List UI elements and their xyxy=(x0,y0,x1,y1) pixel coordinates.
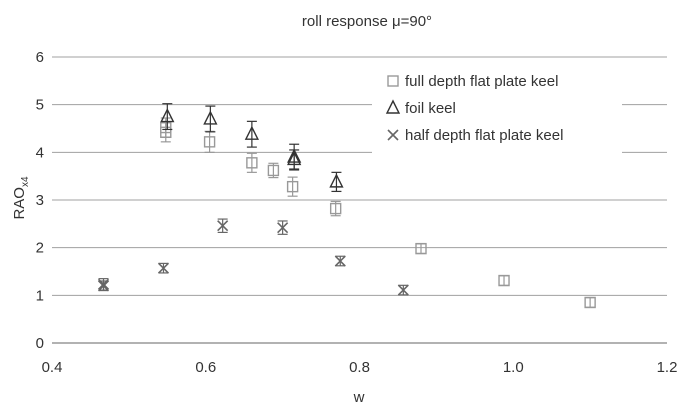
legend-marker-half-depth-flat-plate-keel xyxy=(387,129,399,141)
legend-box xyxy=(372,68,622,158)
legend-marker-half-depth-flat-plate-keel-stroke-b xyxy=(387,129,399,141)
y-axis-label: RAOx4 xyxy=(11,176,31,220)
grid-lines xyxy=(52,56,667,296)
x-tick-label: 0.6 xyxy=(195,359,216,376)
legend-label-full-depth-flat-plate-keel: full depth flat plate keel xyxy=(405,73,558,90)
legend-marker-full-depth-flat-plate-keel xyxy=(387,75,399,87)
chart-title: roll response μ=90° xyxy=(302,13,432,30)
series-half-depth-flat-plate-keel xyxy=(97,218,409,296)
y-tick-label: 4 xyxy=(36,144,44,161)
full-depth-flat-plate-keel-point-1 xyxy=(160,121,172,134)
legend-label-half-depth-flat-plate-keel: half depth flat plate keel xyxy=(405,127,563,144)
half-depth-flat-plate-keel-point-3-stroke-b xyxy=(217,220,229,232)
series-foil-keel xyxy=(160,103,344,193)
half-depth-flat-plate-keel-point-4-stroke-b xyxy=(277,222,289,234)
half-depth-flat-plate-keel-point-5-stroke-b xyxy=(334,255,346,267)
half-depth-flat-plate-keel-point-2 xyxy=(157,262,170,274)
x-tick-label: 0.4 xyxy=(42,359,63,376)
y-tick-label: 3 xyxy=(36,192,44,209)
foil-keel-point-0 xyxy=(160,108,175,123)
full-depth-flat-plate-keel-point-9 xyxy=(584,296,596,309)
half-depth-flat-plate-keel-point-6-stroke-b xyxy=(397,284,409,296)
y-axis-label-subscript: x4 xyxy=(20,176,31,187)
half-depth-flat-plate-keel-point-6 xyxy=(397,284,409,296)
half-depth-flat-plate-keel-point-3 xyxy=(217,220,229,232)
foil-keel-point-2 xyxy=(244,125,260,140)
full-depth-flat-plate-keel-point-7 xyxy=(415,242,427,255)
full-depth-flat-plate-keel-point-5 xyxy=(286,180,299,193)
x-axis-label: w xyxy=(353,389,365,406)
full-depth-flat-plate-keel-point-3 xyxy=(246,157,258,169)
y-tick-label: 2 xyxy=(36,240,44,257)
half-depth-flat-plate-keel-point-1 xyxy=(97,280,110,292)
half-depth-flat-plate-keel-point-5 xyxy=(334,255,346,267)
foil-keel-point-5 xyxy=(329,173,344,188)
y-axis-label-main: RAO xyxy=(11,187,28,220)
legend-marker-foil-keel xyxy=(385,99,401,114)
legend-label-foil-keel: foil keel xyxy=(405,100,456,117)
data-points xyxy=(97,103,596,309)
x-tick-label: 1.2 xyxy=(657,359,678,376)
y-tick-label: 5 xyxy=(36,97,44,114)
tick-labels: 0.4 0.6 0.8 1.0 1.2 0 1 2 3 4 5 6 xyxy=(36,49,678,376)
half-depth-flat-plate-keel-point-2-stroke-b xyxy=(157,262,170,274)
legend: full depth flat plate keel foil keel half … xyxy=(372,68,622,158)
full-depth-flat-plate-keel-point-4 xyxy=(267,164,280,177)
full-depth-flat-plate-keel-point-2 xyxy=(203,136,216,148)
y-tick-label: 0 xyxy=(36,335,44,352)
foil-keel-point-4 xyxy=(287,150,302,166)
series-full-depth-flat-plate-keel xyxy=(160,117,596,309)
y-tick-label: 1 xyxy=(36,287,44,304)
y-tick-label: 6 xyxy=(36,49,44,66)
x-tick-label: 1.0 xyxy=(503,359,524,376)
x-tick-label: 0.8 xyxy=(349,359,370,376)
half-depth-flat-plate-keel-point-4 xyxy=(277,222,289,234)
full-depth-flat-plate-keel-point-6 xyxy=(329,202,342,215)
full-depth-flat-plate-keel-point-8 xyxy=(498,274,510,287)
foil-keel-point-1 xyxy=(203,110,218,125)
half-depth-flat-plate-keel-point-1-stroke-b xyxy=(97,280,110,292)
